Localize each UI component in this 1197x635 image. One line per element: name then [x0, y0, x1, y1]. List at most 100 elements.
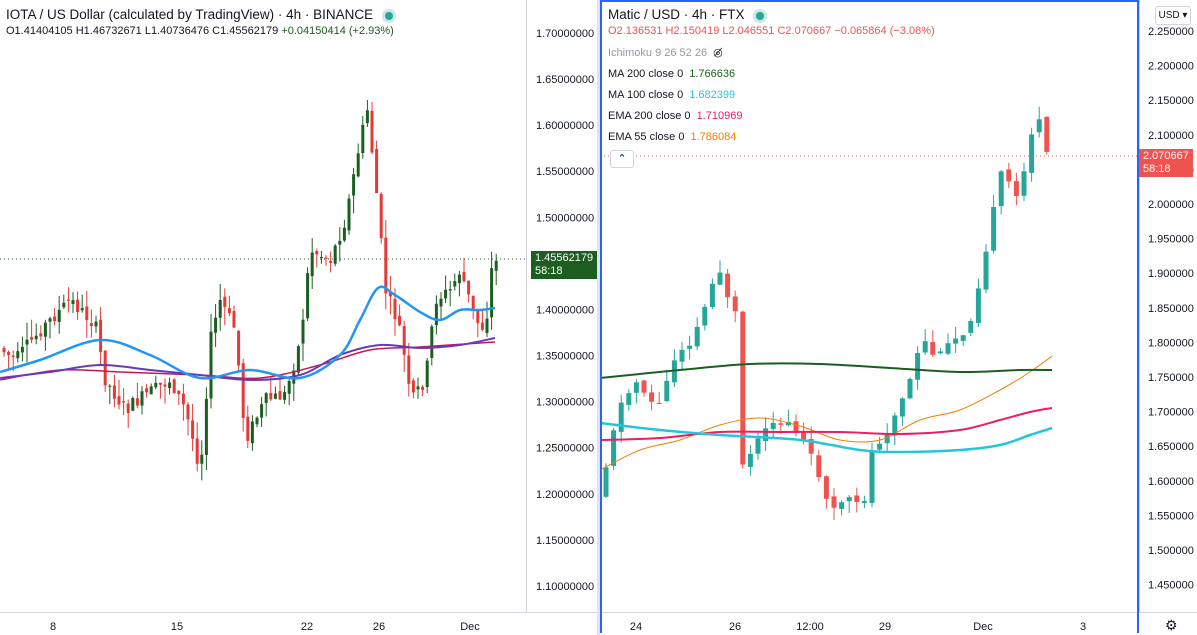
pane-divider[interactable]	[597, 0, 600, 635]
price-tick-label: 1.600000	[1148, 476, 1194, 488]
collapse-legend-button[interactable]: ⌃	[610, 150, 634, 168]
candle-body	[200, 454, 204, 464]
iota-low: L1.40736476	[144, 25, 210, 37]
indicator-ichimoku[interactable]: Ichimoku 9 26 52 26 ◎̸	[608, 43, 935, 64]
candle-body	[968, 320, 974, 333]
candle-body	[112, 385, 116, 399]
candle-body	[140, 391, 144, 406]
candle	[839, 500, 845, 516]
price-tick-label: 2.000000	[1148, 199, 1194, 211]
indicator-ema200[interactable]: EMA 200 close 0 1.710969	[608, 110, 743, 122]
candle	[664, 369, 670, 403]
candle-body	[960, 335, 966, 341]
currency-selector[interactable]: USD ▾	[1155, 6, 1191, 25]
candle-body	[899, 398, 905, 417]
candle-body	[66, 299, 70, 301]
price-tick-label: 1.650000	[1148, 441, 1194, 453]
candle	[191, 403, 195, 452]
candle-body	[869, 451, 875, 503]
iota-chart-canvas[interactable]: 1.70000000 1.65000000 1.60000000 1.55000000…	[0, 0, 597, 635]
candle-body	[679, 349, 685, 362]
candle-body	[453, 281, 457, 287]
candle-body	[884, 434, 890, 444]
matic-last-price-tag: 2.070667 58:18	[1139, 149, 1193, 177]
candle	[255, 416, 259, 428]
indicator-ma100[interactable]: MA 100 close 0 1.682399	[608, 89, 736, 101]
candle	[223, 288, 227, 325]
candle	[260, 396, 264, 427]
matic-countdown: 58:18	[1143, 163, 1171, 175]
matic-low: L2.046551	[722, 25, 775, 37]
candle	[227, 295, 231, 317]
candle	[1036, 106, 1042, 138]
candle	[89, 309, 93, 338]
candle-body	[168, 382, 172, 389]
candle	[398, 304, 402, 327]
candle-body	[485, 318, 489, 334]
candle	[626, 389, 632, 411]
candle-body	[1044, 116, 1050, 152]
candle	[480, 308, 484, 332]
candle-body	[306, 273, 310, 319]
candle-body	[801, 431, 807, 442]
candle	[1029, 127, 1035, 182]
candle	[319, 250, 323, 264]
iota-symbol-title[interactable]: IOTA / US Dollar (calculated by TradingV…	[6, 7, 374, 22]
candle-body	[48, 318, 52, 322]
candle-body	[603, 467, 609, 497]
price-tick-label: 1.60000000	[536, 120, 594, 132]
iota-last-price: 1.45562179	[535, 252, 594, 264]
iota-last-price-tag: 1.45562179 58:18	[531, 251, 597, 279]
matic-symbol-title[interactable]: Matic / USD · 4h · FTX	[608, 7, 745, 22]
eye-hidden-icon[interactable]: ◎̸	[713, 47, 723, 59]
candle-body	[945, 343, 951, 354]
iota-chart-pane[interactable]: 1.70000000 1.65000000 1.60000000 1.55000000…	[0, 0, 597, 635]
candle	[1006, 162, 1012, 189]
candle-body	[611, 430, 617, 466]
candle-body	[30, 337, 34, 340]
candle	[333, 243, 337, 267]
candle-body	[823, 476, 829, 499]
candle	[287, 376, 291, 406]
candle-body	[11, 355, 15, 358]
candle	[25, 322, 29, 363]
candle	[846, 495, 852, 513]
candle	[709, 278, 715, 310]
candle-body	[649, 392, 655, 402]
candle	[603, 463, 609, 499]
matic-chart-canvas[interactable]: 2.2500002.2000002.1500002.1000002.050000…	[600, 0, 1197, 635]
gear-icon[interactable]: ⚙	[1165, 617, 1178, 633]
candle-body	[717, 272, 723, 285]
chevron-down-icon: ▾	[1179, 10, 1188, 21]
candle	[808, 426, 814, 466]
candle-body	[347, 198, 351, 231]
candle	[907, 377, 913, 400]
iota-open: O1.41404105	[6, 25, 73, 37]
candle	[467, 280, 471, 303]
candle-body	[338, 240, 342, 245]
candle-body	[103, 350, 107, 386]
candle-body	[384, 237, 388, 294]
indicator-ema55[interactable]: EMA 55 close 0 1.786084	[608, 131, 737, 143]
matic-chart-pane[interactable]: 2.2500002.2000002.1500002.1000002.050000…	[600, 0, 1197, 635]
candle-body	[732, 296, 738, 312]
candle	[195, 422, 199, 472]
price-tick-label: 2.200000	[1148, 61, 1194, 73]
candle-body	[457, 274, 461, 284]
candle-body	[922, 341, 928, 353]
candle	[823, 475, 829, 509]
candle	[717, 260, 723, 286]
price-tick-label: 1.65000000	[536, 74, 594, 86]
candle	[2, 345, 6, 357]
candle-body	[237, 330, 241, 366]
candle-body	[416, 386, 420, 390]
candle-body	[177, 390, 181, 395]
candle	[108, 384, 112, 404]
candle	[434, 295, 438, 335]
candle-body	[181, 393, 185, 405]
indicator-ma200[interactable]: MA 200 close 0 1.766636	[608, 68, 736, 80]
candle	[421, 385, 425, 397]
candle	[149, 383, 153, 395]
candle-body	[57, 309, 61, 322]
candle-body	[342, 227, 346, 241]
